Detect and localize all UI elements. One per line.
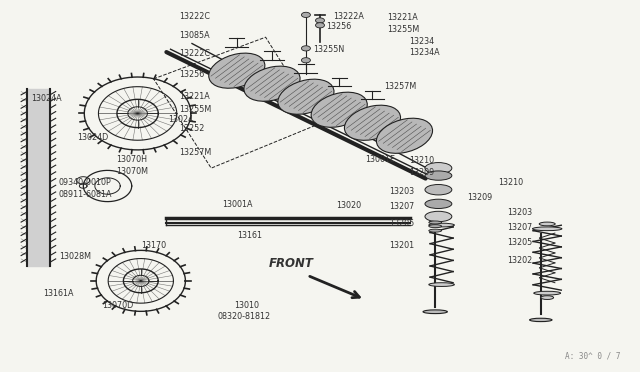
- Ellipse shape: [423, 310, 447, 314]
- Ellipse shape: [425, 163, 452, 174]
- Ellipse shape: [425, 185, 452, 195]
- Polygon shape: [27, 89, 50, 266]
- Text: 13161: 13161: [237, 231, 262, 240]
- Text: 13161A: 13161A: [44, 289, 74, 298]
- Ellipse shape: [425, 211, 452, 222]
- Text: 13201: 13201: [389, 241, 414, 250]
- Ellipse shape: [534, 291, 561, 295]
- Ellipse shape: [540, 222, 556, 226]
- Ellipse shape: [311, 92, 367, 127]
- Text: 13170: 13170: [141, 241, 166, 250]
- Ellipse shape: [278, 79, 334, 114]
- Text: 13024A: 13024A: [31, 94, 61, 103]
- Text: 13255M: 13255M: [387, 25, 419, 33]
- Text: 13252: 13252: [179, 124, 205, 133]
- Ellipse shape: [429, 283, 454, 286]
- Ellipse shape: [425, 199, 452, 208]
- Circle shape: [316, 18, 324, 23]
- Text: 13209: 13209: [410, 169, 435, 177]
- Text: 13028M: 13028M: [59, 252, 91, 261]
- Ellipse shape: [429, 229, 442, 232]
- Text: 13207: 13207: [507, 223, 532, 232]
- Text: 13222C: 13222C: [179, 12, 210, 21]
- Text: 13257M: 13257M: [179, 148, 211, 157]
- Ellipse shape: [209, 53, 265, 88]
- Text: 13001A: 13001A: [222, 200, 253, 209]
- Text: 13024D: 13024D: [77, 133, 108, 142]
- Ellipse shape: [425, 171, 452, 180]
- Text: FRONT: FRONT: [269, 257, 314, 270]
- Text: 13203: 13203: [389, 187, 414, 196]
- Circle shape: [301, 58, 310, 63]
- Text: 13202: 13202: [507, 256, 532, 265]
- Text: 13221A: 13221A: [179, 92, 210, 101]
- Text: 13070H: 13070H: [116, 155, 147, 164]
- Text: 13210: 13210: [410, 156, 435, 165]
- Ellipse shape: [244, 66, 300, 101]
- Ellipse shape: [376, 118, 433, 153]
- Ellipse shape: [429, 221, 442, 224]
- Text: 13255M: 13255M: [179, 105, 211, 114]
- Ellipse shape: [429, 225, 442, 228]
- Text: 13256: 13256: [179, 70, 204, 79]
- Text: 13234: 13234: [410, 37, 435, 46]
- Text: 13222A: 13222A: [333, 12, 364, 21]
- Text: 13209: 13209: [467, 193, 492, 202]
- Text: 13203: 13203: [507, 208, 532, 217]
- Text: 13070M: 13070M: [116, 167, 148, 176]
- Circle shape: [301, 46, 310, 51]
- Text: 13024: 13024: [168, 115, 193, 124]
- Circle shape: [316, 23, 324, 28]
- Text: 13085A: 13085A: [179, 31, 210, 40]
- Text: 13255N: 13255N: [314, 45, 345, 54]
- Ellipse shape: [429, 223, 454, 227]
- Text: 13010: 13010: [234, 301, 259, 310]
- Text: 13256: 13256: [326, 22, 351, 31]
- Text: 13001E: 13001E: [365, 155, 395, 164]
- Text: 13070D: 13070D: [102, 301, 134, 310]
- Text: 13234A: 13234A: [410, 48, 440, 57]
- Text: 13210: 13210: [498, 178, 523, 187]
- Ellipse shape: [344, 105, 401, 140]
- Ellipse shape: [532, 227, 562, 231]
- Text: 13222C: 13222C: [179, 49, 210, 58]
- Text: 13205: 13205: [389, 219, 414, 228]
- Ellipse shape: [529, 318, 552, 321]
- Text: 13207: 13207: [389, 202, 414, 211]
- Ellipse shape: [541, 296, 554, 299]
- Text: 13205: 13205: [507, 238, 532, 247]
- Text: 08320-81812: 08320-81812: [218, 312, 271, 321]
- Text: 13221A: 13221A: [387, 13, 418, 22]
- Text: A: 30^ 0 / 7: A: 30^ 0 / 7: [565, 352, 621, 361]
- Text: 13020: 13020: [336, 201, 361, 210]
- Text: 13257M: 13257M: [384, 82, 416, 91]
- Text: 09340-0010P: 09340-0010P: [59, 178, 111, 187]
- Text: 08911-6081A: 08911-6081A: [59, 190, 113, 199]
- Circle shape: [301, 12, 310, 17]
